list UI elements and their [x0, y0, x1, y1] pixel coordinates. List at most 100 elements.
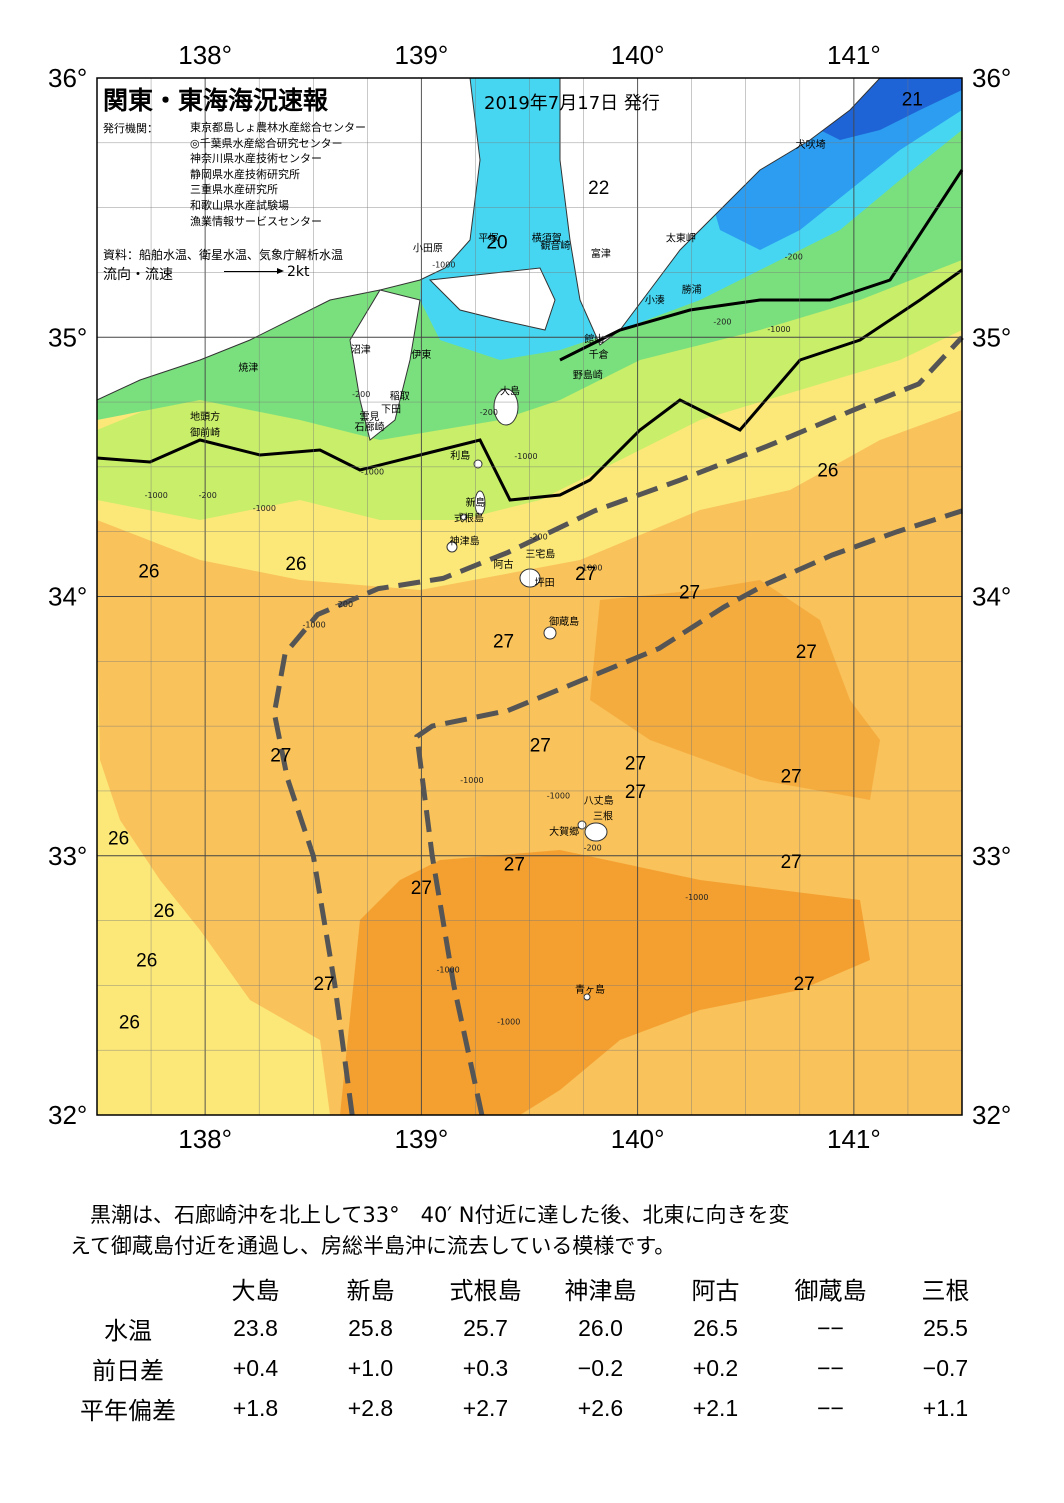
isotherm-label: 27 [493, 632, 514, 653]
table-column-header: 神津島 [564, 1276, 637, 1305]
issuer-item: 静岡県水産技術研究所 [190, 167, 300, 181]
lon-label-top: 138° [178, 40, 232, 70]
place-label: 富津 [591, 247, 611, 260]
table-column-header: 御蔵島 [794, 1276, 867, 1305]
isotherm-label: 27 [625, 753, 646, 774]
table-cell: −0.7 [922, 1354, 969, 1381]
isotherm-label: 27 [411, 878, 432, 899]
isotherm-label: 20 [486, 232, 507, 253]
place-label: 八丈島 [584, 794, 614, 807]
isotherm-label: 27 [270, 746, 291, 767]
table-cell: +1.1 [922, 1394, 969, 1421]
depth-contour-label: -200 [199, 491, 217, 500]
lat-label-left: 34° [48, 582, 87, 612]
kuroshio-axis [271, 335, 964, 1116]
issuer-key: 発行機関： [103, 122, 158, 135]
table-column-header: 新島 [346, 1276, 395, 1305]
isotherm-label: 27 [796, 642, 817, 663]
place-label: 沼津 [351, 343, 371, 356]
isotherm-label: 26 [136, 950, 157, 971]
depth-contour-label: -1000 [361, 468, 384, 477]
issue-date: 2019年7月17日 発行 [484, 93, 660, 114]
table-cell: 26.5 [693, 1314, 738, 1341]
table-row: 水温 23.8 25.8 25.7 26.0 26.5 −− 25.5 [58, 1308, 1003, 1348]
depth-contour-label: -200 [352, 390, 370, 399]
table-row: 平年偏差 +1.8 +2.8 +2.7 +2.6 +2.1 −− +1.1 [58, 1388, 1003, 1428]
depth-contour-label: -1000 [579, 564, 602, 573]
isotherm-label: 27 [794, 974, 815, 995]
table-cell: 26.0 [578, 1314, 623, 1341]
summary-line: 黒潮は、石廊崎沖を北上して33° 40′ N付近に達した後、北東に向きを変 [90, 1203, 790, 1227]
depth-contour-label: -200 [584, 844, 602, 853]
place-label: 新島 [465, 496, 485, 509]
axis-labels: 138° 138° 139° 139° 140° 140° 141° 141° 36° 36° 35… [48, 40, 1011, 1154]
isotherm-25-line [96, 268, 963, 502]
isotherm-label: 27 [781, 852, 802, 873]
depth-contour-label: -200 [713, 317, 731, 326]
summary-line: えて御蔵島付近を通過し、房総半島沖に流去している模様です。 [70, 1234, 676, 1258]
depth-contour-label: -200 [785, 252, 803, 261]
place-label: 坪田 [535, 576, 555, 589]
isotherm-label: 27 [313, 974, 334, 995]
table-column-header: 三根 [921, 1276, 970, 1305]
current-legend-label: 流向・流速 [103, 267, 173, 283]
table-cell: +1.0 [347, 1354, 394, 1381]
place-label: 稲取 [390, 390, 410, 402]
depth-contour-label: -1000 [685, 893, 708, 902]
table-cell: −0.2 [577, 1354, 624, 1381]
isotherm-label: 27 [625, 782, 646, 803]
isotherm-label: 26 [153, 901, 174, 922]
table-cell: −− [817, 1354, 844, 1381]
issuer-list: 東京都島しょ農林水産総合センター ◎千葉県水産総合研究センター 神奈川県水産技術… [190, 120, 366, 229]
data-source: 資料：船舶水温、衛星水温、気象庁解析水温 [103, 248, 344, 262]
table-cell: +2.1 [692, 1394, 739, 1421]
place-label: 地頭方 [190, 410, 220, 423]
place-label: 三宅島 [525, 548, 555, 561]
map-frame [96, 77, 963, 1116]
place-label: 三根 [593, 809, 613, 822]
isotherm-label: 26 [817, 460, 838, 481]
table-row-label: 前日差 [92, 1356, 164, 1385]
issuer-item: 東京都島しょ農林水産総合センター [190, 121, 366, 134]
depth-contour-label: -200 [530, 532, 548, 541]
lat-label-left: 33° [48, 841, 87, 871]
depth-contour-label: -1000 [302, 621, 325, 630]
depth-labels: -1000 -200 -1000 -200 -1000 -1000 -200 -200 -100… [145, 252, 803, 1026]
isotherm-label: 27 [504, 855, 525, 876]
depth-contour-label: -1000 [514, 452, 537, 461]
table-column-header: 阿古 [691, 1276, 740, 1305]
isotherm-23-line [559, 169, 964, 362]
island-temperature-table: 大島 新島 式根島 神津島 阿古 御蔵島 三根 水温 23.8 25.8 25.… [58, 1268, 1003, 1428]
place-label: 雲見 [359, 411, 379, 423]
table-column-header: 式根島 [449, 1276, 522, 1305]
place-label: 犬吠埼 [796, 138, 826, 151]
table-row-label: 平年偏差 [80, 1396, 176, 1425]
isotherm-label: 27 [781, 766, 802, 787]
depth-contour-label: -200 [335, 600, 353, 609]
lat-label-left: 35° [48, 322, 87, 352]
lat-label-left: 36° [48, 63, 87, 93]
issuer-item: 和歌山県水産試験場 [190, 198, 289, 212]
place-label: 焼津 [238, 362, 258, 374]
table-cell: +0.3 [462, 1354, 509, 1381]
lon-label-top: 141° [827, 40, 881, 70]
lon-label-bottom: 141° [827, 1124, 881, 1154]
kuroshio-path [271, 335, 964, 1116]
depth-contour-label: -1000 [767, 325, 790, 334]
current-arrow-icon [224, 268, 284, 274]
place-label: 小田原 [413, 243, 443, 255]
issuer-item: 神奈川県水産技術センター [190, 152, 322, 166]
isotherm-labels: 21 22 20 26 26 26 27 27 27 27 27 27 27 27 27 26 27 27 27 26… [108, 90, 923, 1034]
isotherm-label: 26 [285, 554, 306, 575]
place-label: 太東岬 [666, 231, 696, 244]
table-row: 前日差 +0.4 +1.0 +0.3 −0.2 +0.2 −− −0.7 [58, 1348, 1003, 1388]
place-label: 伊東 [411, 348, 431, 361]
table-header-row: 大島 新島 式根島 神津島 阿古 御蔵島 三根 [58, 1268, 1003, 1308]
table-cell: +2.7 [462, 1394, 509, 1421]
place-label: 大島 [500, 384, 520, 397]
lon-label-bottom: 140° [611, 1124, 665, 1154]
table-cell: +0.4 [232, 1354, 279, 1381]
current-legend-speed: 2kt [287, 264, 310, 280]
